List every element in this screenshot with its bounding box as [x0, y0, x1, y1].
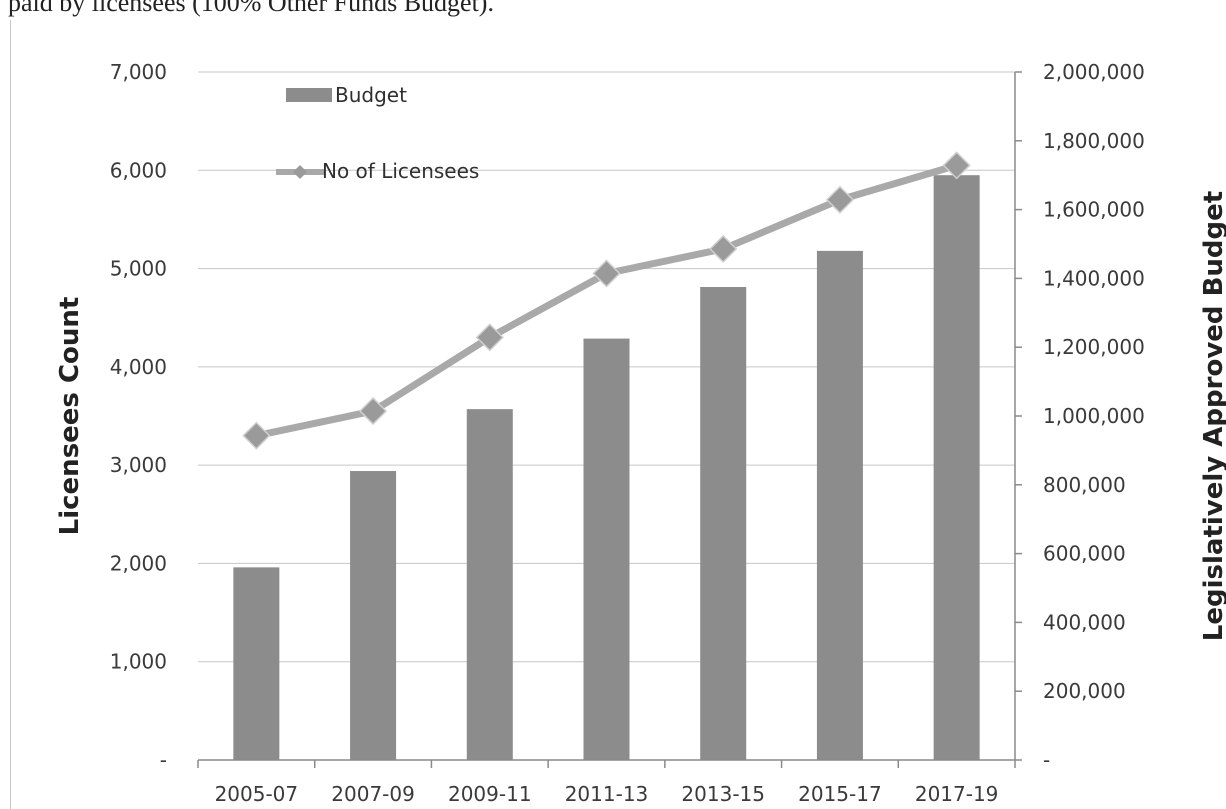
bar-budget: [466, 409, 513, 760]
left-tick-label: -: [160, 748, 167, 772]
left-tick-label: 4,000: [110, 355, 167, 379]
x-tick-label: 2005-07: [215, 782, 299, 806]
legend-licensees-label: No of Licensees: [322, 159, 479, 183]
right-tick-label: 1,600,000: [1043, 198, 1145, 222]
right-tick-labels: - 200,000 400,000 600,000 800,000 1,000,000 1,…: [1043, 60, 1145, 772]
right-tick-label: 2,000,000: [1043, 60, 1145, 84]
bar-budget: [816, 250, 863, 760]
point-licensees: [359, 397, 388, 426]
left-tick-label: 3,000: [110, 453, 167, 477]
x-tick-label: 2013-15: [681, 782, 765, 806]
right-tick-label: 1,400,000: [1043, 266, 1145, 290]
right-axis-title: Legislatively Approved Budget: [1199, 191, 1226, 641]
point-licensees: [242, 421, 271, 450]
bar-budget: [583, 338, 630, 760]
page-rule: [10, 20, 11, 809]
point-licensees: [709, 234, 738, 263]
x-tick-labels: 2005-07 2007-09 2009-11 2011-13 2013-15 2015-…: [215, 782, 999, 806]
left-tick-label: 1,000: [110, 650, 167, 674]
right-tick-label: 1,000,000: [1043, 404, 1145, 428]
left-tick-label: 2,000: [110, 551, 167, 575]
point-licensees: [825, 185, 854, 214]
bar-budget: [700, 287, 747, 760]
point-licensees: [942, 151, 971, 180]
legend: Budget No of Licensees: [276, 83, 479, 183]
right-tick-label: 1,800,000: [1043, 129, 1145, 153]
right-tick-label: 400,000: [1043, 610, 1126, 634]
right-tick-label: 800,000: [1043, 473, 1126, 497]
point-licensees: [475, 323, 504, 352]
x-tick-label: 2017-19: [915, 782, 999, 806]
x-tick-label: 2007-09: [331, 782, 415, 806]
x-tick-label: 2011-13: [565, 782, 649, 806]
x-tick-label: 2015-17: [798, 782, 882, 806]
document-text: paid by licensees (100% Other Funds Budg…: [8, 0, 494, 17]
left-tick-label: 6,000: [110, 158, 167, 182]
legend-budget-label: Budget: [335, 83, 407, 107]
legend-budget-swatch: [286, 88, 332, 102]
bar-budget: [350, 471, 397, 760]
x-tick-label: 2009-11: [448, 782, 532, 806]
point-licensees: [592, 259, 621, 288]
right-tick-label: -: [1043, 748, 1050, 772]
licensees-line: [242, 151, 971, 450]
left-axis-title: Licensees Count: [55, 297, 85, 536]
bar-budget: [233, 567, 280, 760]
right-tick-label: 600,000: [1043, 542, 1126, 566]
right-tick-label: 1,200,000: [1043, 335, 1145, 359]
left-tick-label: 5,000: [110, 257, 167, 281]
left-tick-label: 7,000: [110, 60, 167, 84]
left-tick-labels: - 1,000 2,000 3,000 4,000 5,000 6,000 7,000: [110, 60, 167, 772]
axes: [197, 71, 1022, 768]
legend-line-marker: [293, 165, 307, 179]
budget-bars: [233, 175, 980, 760]
right-tick-label: 200,000: [1043, 679, 1126, 703]
bar-budget: [933, 175, 980, 760]
